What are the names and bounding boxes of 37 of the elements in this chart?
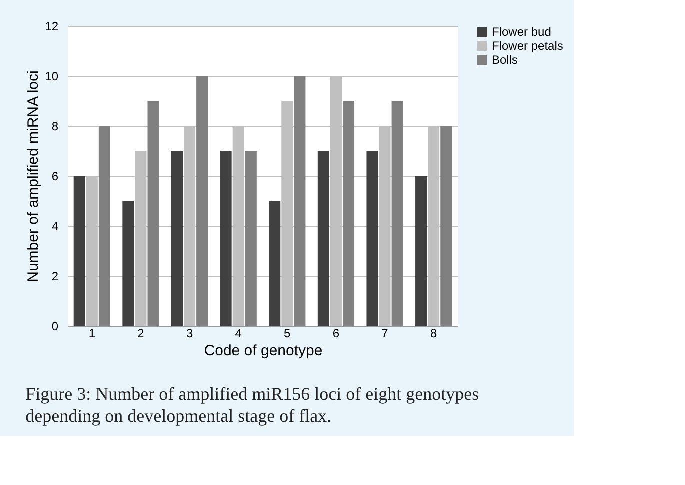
y-tick-label: 0 [52,320,59,334]
legend-label: Flower petals [492,39,564,53]
bar [294,76,306,326]
y-tick-label: 10 [45,70,59,84]
bar [74,176,86,326]
bar [122,201,134,326]
bar [366,151,378,326]
y-tick-label: 6 [52,170,59,184]
bar [196,76,208,326]
legend-label: Bolls [492,53,518,67]
x-tick-label: 7 [382,326,389,340]
x-tick-label: 1 [88,326,96,340]
bar [98,126,110,326]
x-tick-label: 4 [235,326,242,340]
y-tick-label: 12 [45,20,59,34]
bar [148,101,160,326]
bar [269,201,281,326]
x-axis-title: Code of genotype [204,342,323,360]
y-tick-label: 2 [52,270,59,284]
y-tick-label: 4 [52,220,59,234]
y-axis-title: Number of amplified miRNA loci [25,70,42,282]
caption: Figure 3: Number of amplified miR156 loci of eight genotypes depending on developmental stage of flax. [26,384,480,426]
y-tick-label: 8 [52,120,59,134]
bar [440,126,452,326]
bar [392,101,404,326]
bar [220,151,232,326]
x-tick-label: 8 [430,326,438,340]
bar [245,151,257,326]
x-tick-label: 2 [138,326,145,340]
x-tick-label: 3 [186,326,194,340]
bar [416,176,428,326]
bar [171,151,184,326]
x-tick-label: 5 [284,326,292,340]
bar [342,101,355,326]
bar [318,151,330,326]
x-tick-label: 6 [332,326,340,340]
legend-label: Flower bud [492,25,552,39]
